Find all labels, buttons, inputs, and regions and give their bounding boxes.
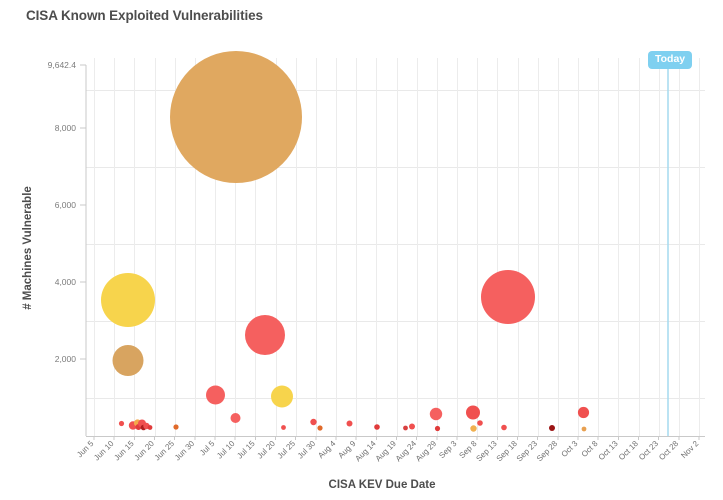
x-tick-label: Nov 2 [679,439,701,461]
x-tick-label: Aug 29 [414,439,439,464]
x-tick-label: Sep 23 [515,439,540,464]
x-tick-label: Aug 14 [353,439,378,464]
x-tick-label: Jun 25 [153,439,177,463]
x-tick-label: Oct 23 [637,439,660,462]
x-tick-label: Sep 28 [535,439,560,464]
bubble-point[interactable] [470,425,477,432]
bubble-point[interactable] [101,273,155,327]
bubble-point[interactable] [118,420,125,427]
x-tick-label: Jun 10 [92,439,116,463]
bubble-point[interactable] [581,426,587,432]
x-axis-title: CISA KEV Due Date [329,479,436,491]
y-tick-label: 2,000 [55,354,77,364]
x-tick-label: Sep 18 [495,439,520,464]
bubble-point[interactable] [206,385,225,405]
bubble-point[interactable] [112,345,144,376]
today-badge[interactable]: Today [648,51,693,69]
bubble-point[interactable] [230,413,241,423]
bubble-point[interactable] [271,385,293,408]
page-title: CISA Known Exploited Vulnerabilities [26,8,263,23]
x-tick-label: Jul 5 [198,439,217,458]
x-tick-label: Jun 15 [112,439,136,463]
bubble-point[interactable] [317,425,323,431]
x-tick-label: Sep 13 [474,439,499,464]
bubble-point[interactable] [466,405,480,420]
bubble-point[interactable] [170,51,302,183]
x-tick-label: Jul 15 [235,439,257,461]
bubble-point[interactable] [245,315,285,355]
x-tick-label: Oct 13 [597,439,620,462]
x-tick-label: Jun 30 [173,439,197,463]
x-tick-label: Jul 10 [215,439,237,461]
bubble-point[interactable] [346,420,353,427]
y-axis: 9,642.4 8,000 6,000 4,000 2,000 [48,60,87,436]
x-tick-label: Jul 20 [255,439,277,461]
bubble-point[interactable] [549,425,555,431]
x-tick-label: Aug 4 [316,439,338,461]
bubble-point[interactable] [409,423,415,430]
x-tick-label: Jul 25 [276,439,298,461]
bubble-point[interactable] [577,406,590,419]
y-tick-label: 8,000 [55,123,77,133]
bubble-point[interactable] [434,425,441,432]
y-tick-label: 6,000 [55,200,77,210]
bubble-point[interactable] [173,424,179,430]
x-tick-label: Aug 19 [374,439,399,464]
bubble-point[interactable] [374,424,380,430]
bubble-point[interactable] [281,425,286,430]
x-tick-label: Jul 30 [296,439,318,461]
x-tick-label: Jun 20 [133,439,157,463]
y-tick-label: 9,642.4 [48,60,77,70]
x-tick-label: Oct 3 [560,439,580,459]
x-tick-label: Oct 18 [617,439,640,462]
bubble-point[interactable] [481,270,535,324]
bubble-point[interactable] [403,425,408,431]
x-tick-label: Aug 24 [394,439,419,464]
bubble-point[interactable] [477,420,483,426]
bubble-point[interactable] [147,425,153,430]
bubble-point[interactable] [429,407,443,421]
y-axis-title: # Machines Vulnerable [22,186,34,310]
x-tick-label: Oct 28 [657,439,680,462]
x-tick-label: Sep 3 [437,439,459,461]
y-tick-label: 4,000 [55,277,77,287]
bubble-series[interactable] [101,51,590,432]
horizontal-gridlines [86,90,705,399]
bubble-point[interactable] [310,418,317,426]
bubble-point[interactable] [501,424,507,431]
